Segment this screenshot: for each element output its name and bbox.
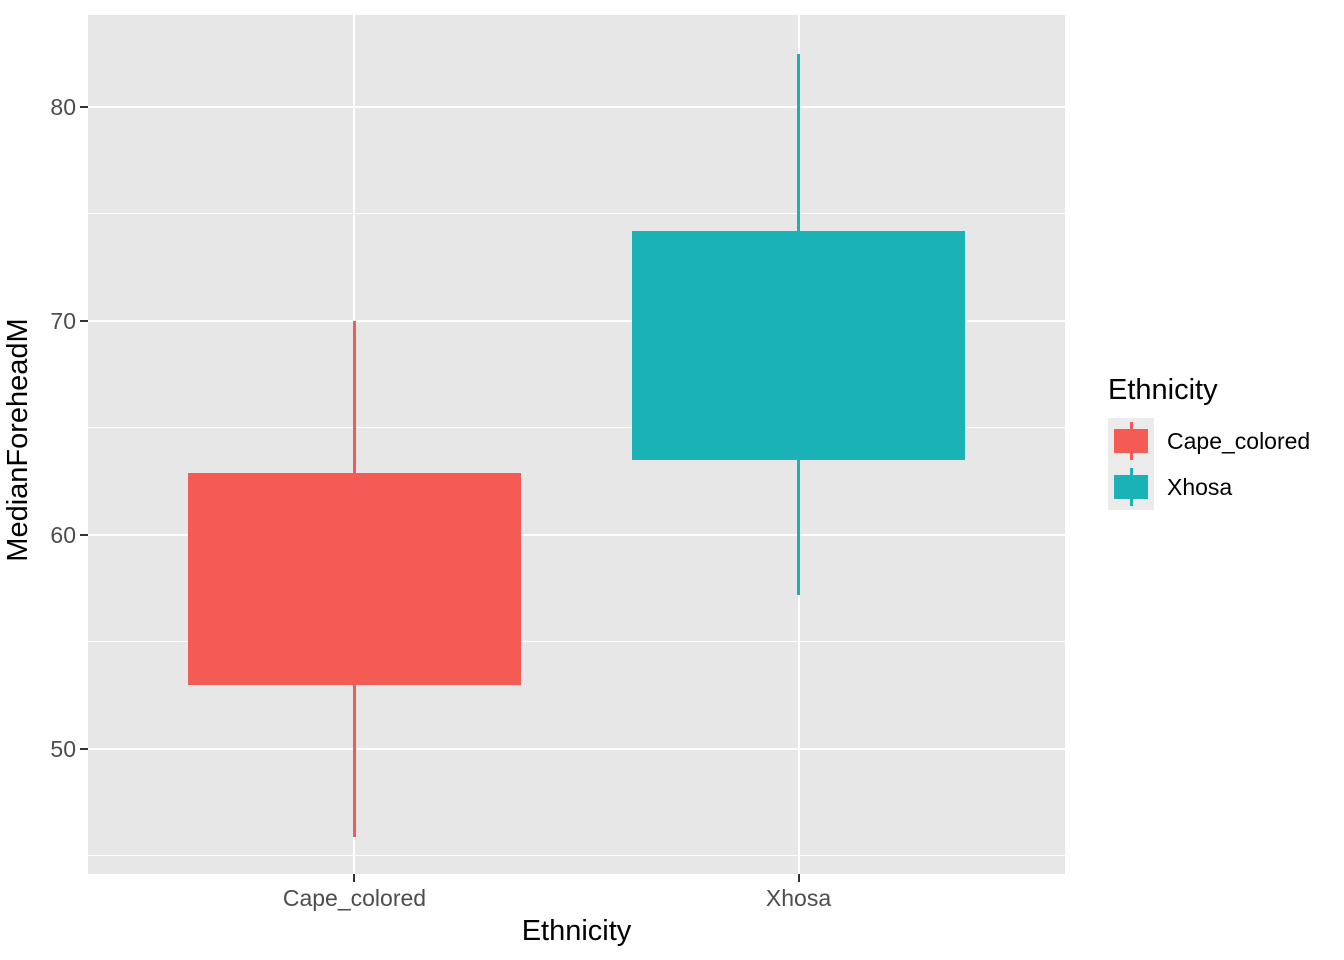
legend: Ethnicity Cape_colored Xhosa — [1108, 374, 1310, 510]
legend-entries: Cape_colored Xhosa — [1108, 418, 1310, 510]
y-tick-label: 70 — [50, 307, 76, 334]
boxplot-box-cape_colored — [187, 472, 521, 685]
x-tick-label: Xhosa — [765, 885, 832, 911]
gridline-major — [88, 747, 1065, 750]
y-tick-mark — [80, 747, 88, 750]
y-tick-mark — [80, 319, 88, 322]
legend-key-box-icon — [1114, 475, 1148, 499]
y-tick-label: 50 — [50, 735, 76, 762]
y-tick-mark — [80, 105, 88, 108]
legend-entry: Xhosa — [1108, 464, 1310, 510]
gridline-minor — [88, 427, 1065, 429]
legend-title: Ethnicity — [1108, 374, 1218, 406]
legend-entry: Cape_colored — [1108, 418, 1310, 464]
legend-key — [1108, 418, 1154, 464]
y-tick-mark — [80, 533, 88, 536]
y-tick-label: 80 — [50, 93, 76, 120]
gridline-major — [88, 105, 1065, 108]
gridline-major — [88, 533, 1065, 536]
gridline-major — [88, 319, 1065, 322]
x-tick-label: Cape_colored — [282, 885, 427, 911]
legend-entry-label: Cape_colored — [1167, 427, 1311, 454]
legend-key — [1108, 464, 1154, 510]
legend-entry-label: Xhosa — [1167, 473, 1233, 500]
boxplot-box-xhosa — [632, 231, 966, 460]
gridline-minor — [88, 641, 1065, 643]
gridline-minor — [88, 855, 1065, 857]
y-tick-label: 60 — [50, 521, 76, 548]
y-axis-title: MedianForeheadM — [2, 318, 34, 562]
x-tick-mark — [797, 874, 800, 882]
x-axis-title: Ethnicity — [521, 915, 632, 947]
gridline-minor — [88, 213, 1065, 215]
x-tick-mark — [353, 874, 356, 882]
legend-key-box-icon — [1114, 429, 1148, 453]
